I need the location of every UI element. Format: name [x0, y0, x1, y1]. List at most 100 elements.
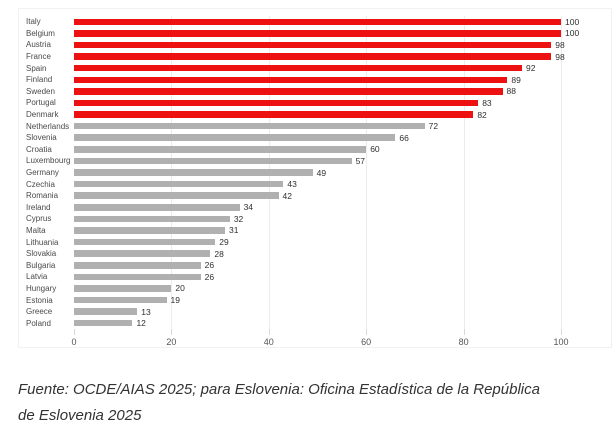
bar-row: Spain 92: [19, 62, 611, 74]
bar-value-label: 13: [141, 306, 151, 317]
bar-track: 89: [74, 74, 604, 86]
category-label: Sweden: [26, 86, 55, 96]
bar-value-label: 26: [204, 271, 215, 282]
bar-track: 34: [74, 202, 604, 214]
bar-row: Austria 98: [19, 39, 611, 51]
bar-track: 42: [74, 190, 604, 202]
bar-row: Latvia 26: [19, 271, 611, 283]
bar: [74, 157, 352, 165]
bar: [74, 53, 552, 60]
axis-tick: [268, 329, 270, 335]
bar-track: 32: [74, 213, 604, 225]
bar-value-label: 31: [228, 225, 239, 236]
bar: [74, 18, 561, 26]
bar: [74, 227, 225, 234]
category-label: Cyprus: [26, 214, 52, 224]
bar-value-label: 32: [233, 213, 244, 224]
bar-value-label: 100: [565, 28, 580, 39]
bar: [74, 250, 211, 257]
axis-tick-label: 100: [553, 337, 569, 347]
source-note: Fuente: OCDE/AIAS 2025; para Eslovenia: …: [18, 381, 540, 424]
bar-track: 13: [74, 306, 604, 318]
bar-row: Slovenia 66: [19, 132, 611, 144]
category-label: Spain: [26, 63, 47, 73]
axis-tick: [171, 329, 173, 335]
bar-row: Belgium 100: [19, 28, 611, 40]
axis-tick-label: 80: [458, 337, 469, 347]
bar-row: Bulgaria 26: [19, 259, 611, 271]
bar-value-label: 20: [175, 283, 185, 294]
axis-tick: [561, 329, 562, 335]
bar: [74, 215, 230, 223]
bar-row: Italy 100: [19, 16, 611, 28]
bar-track: 92: [74, 62, 604, 74]
bar: [74, 308, 138, 315]
bar-value-label: 19: [170, 295, 180, 306]
bar: [74, 111, 474, 118]
bar-row: Croatia 60: [19, 144, 611, 156]
axis-tick-label: 60: [361, 337, 372, 347]
axis-tick-label: 20: [166, 337, 177, 347]
bar: [74, 285, 172, 292]
bar: [74, 238, 216, 246]
bar-value-label: 89: [511, 74, 521, 85]
axis-tick-label: 0: [71, 337, 77, 347]
bar-track: 49: [74, 167, 604, 179]
bar-value-label: 49: [316, 167, 327, 178]
bar-track: 98: [74, 39, 604, 51]
bar-row: Finland 89: [19, 74, 611, 86]
bar-track: 98: [74, 51, 604, 63]
category-label: Denmark: [26, 110, 59, 120]
bar-row: Romania 42: [19, 190, 611, 202]
bar: [74, 192, 279, 199]
bar-track: 19: [74, 294, 604, 306]
category-label: Croatia: [26, 144, 52, 154]
bar-row: Denmark 82: [19, 109, 611, 121]
bar: [74, 319, 133, 327]
bar-track: 28: [74, 248, 604, 260]
category-label: Germany: [26, 168, 59, 178]
bar-track: 83: [74, 97, 604, 109]
bar-track: 26: [74, 271, 604, 283]
bar-row: Greece 13: [19, 306, 611, 318]
bar: [74, 76, 508, 84]
axis-tick: [74, 329, 75, 335]
bar-track: 88: [74, 86, 604, 98]
bar-track: 31: [74, 225, 604, 237]
axis-tick-label: 40: [263, 337, 274, 347]
bar: [74, 204, 240, 211]
bar: [74, 262, 201, 269]
bar-track: 66: [74, 132, 604, 144]
bar-value-label: 29: [219, 237, 229, 248]
bar-value-label: 57: [355, 155, 366, 166]
bar: [74, 296, 167, 304]
bar-track: 29: [74, 236, 604, 248]
bar-row: Lithuania 29: [19, 236, 611, 248]
category-label: Italy: [26, 17, 41, 27]
bar-value-label: 92: [526, 63, 536, 74]
category-label: Lithuania: [26, 237, 59, 247]
category-label: Bulgaria: [26, 260, 56, 270]
bar-row: Czechia 43: [19, 178, 611, 190]
bar-track: 60: [74, 144, 604, 156]
bar: [74, 99, 479, 107]
bar-row: Netherlands 72: [19, 120, 611, 132]
bar-track: 57: [74, 155, 604, 167]
bar-chart: Italy 100 Belgium 100 Austria 98 France 98 Spain…: [18, 8, 612, 348]
bar-track: 100: [74, 16, 604, 28]
bar-row: France 98: [19, 51, 611, 63]
bar: [74, 64, 523, 72]
bar-value-label: 28: [214, 248, 224, 259]
bar: [74, 41, 552, 49]
bar-value-label: 83: [482, 97, 492, 108]
bar-row: Malta 31: [19, 225, 611, 237]
bar-value-label: 12: [136, 318, 146, 329]
bar-value-label: 43: [287, 179, 297, 190]
bar-value-label: 66: [399, 132, 409, 143]
bar-value-label: 98: [555, 39, 565, 50]
bar: [74, 273, 201, 281]
bar-track: 20: [74, 283, 604, 295]
category-label: Belgium: [26, 28, 55, 38]
axis-tick: [463, 329, 465, 335]
bar-value-label: 34: [243, 202, 254, 213]
